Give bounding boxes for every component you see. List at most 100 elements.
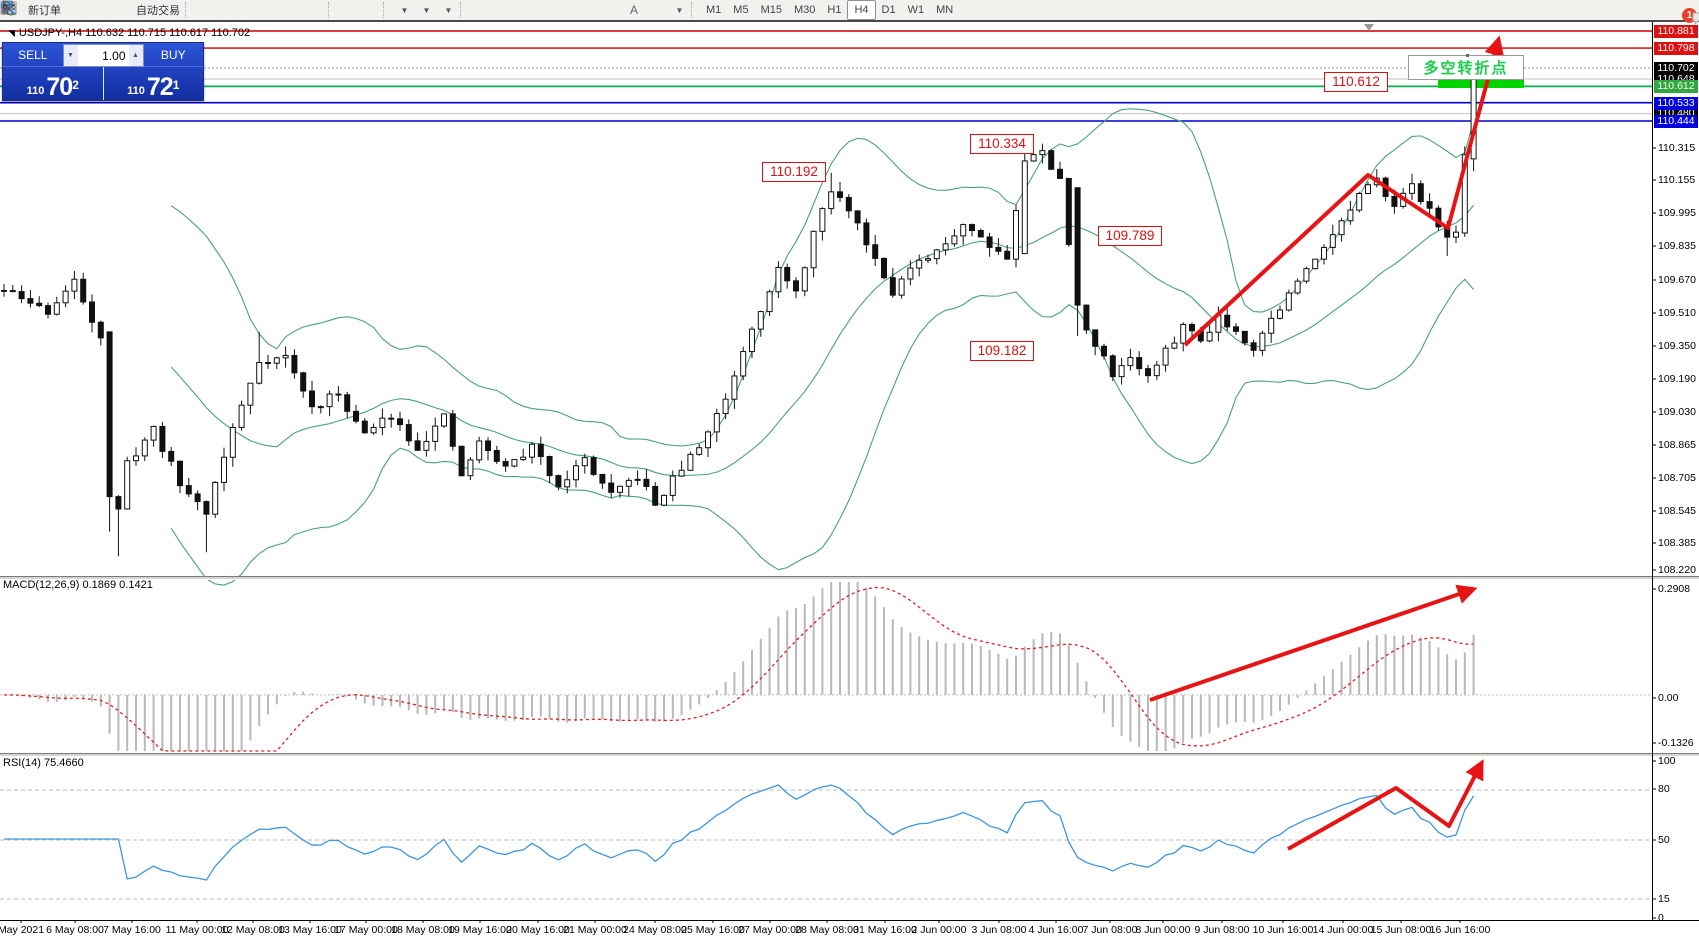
- time-label: 20 May 16:00: [506, 924, 570, 936]
- price-tick-108.220: 108.220: [1658, 564, 1696, 576]
- time-label: 9 Jun 08:00: [1194, 924, 1250, 936]
- turning-point-label[interactable]: 多空转折点: [1408, 54, 1524, 80]
- time-label: 18 May 08:00: [391, 924, 455, 936]
- dropdown-caret: ▼: [422, 5, 431, 15]
- timeframe-m1[interactable]: M1: [706, 4, 722, 16]
- rsi-axis-15: 15: [1658, 893, 1670, 905]
- price-tick-108.385: 108.385: [1658, 537, 1696, 549]
- price-annotation-110.612[interactable]: 110.612: [1324, 72, 1388, 92]
- timeframe-mn[interactable]: MN: [936, 4, 954, 16]
- time-label: 31 May 16:00: [853, 924, 917, 936]
- timeframe-d1[interactable]: D1: [881, 4, 896, 16]
- price-tick-109.510: 109.510: [1658, 307, 1696, 319]
- volume-input[interactable]: [77, 47, 129, 64]
- price-badge-110.444: 110.444: [1654, 114, 1698, 128]
- sell-price-sup: 2: [72, 78, 79, 92]
- price-annotation-109.182[interactable]: 109.182: [970, 341, 1034, 361]
- buy-price-sup: 1: [172, 78, 180, 92]
- price-badge-110.702: 110.702: [1654, 61, 1698, 75]
- toolbar-grip: [328, 2, 335, 18]
- price-badge-110.612: 110.612: [1654, 79, 1698, 93]
- price-tick-109.670: 109.670: [1658, 274, 1696, 286]
- dropdown-caret: ▼: [675, 5, 684, 15]
- rsi-axis-0: 0: [1658, 912, 1664, 924]
- price-badge-110.533: 110.533: [1654, 96, 1698, 110]
- time-label: 21 May 00:00: [563, 924, 627, 936]
- price-tick-109.190: 109.190: [1658, 373, 1696, 385]
- time-label: 6 May 08:00: [46, 924, 104, 936]
- turning-point-text: 多空转折点: [1423, 60, 1509, 77]
- toolbar-grip: [185, 2, 192, 18]
- sell-price-main: 70: [46, 73, 73, 101]
- time-label: May 2021: [0, 924, 45, 936]
- new-order-label: 新订单: [28, 5, 61, 17]
- svg-text:T: T: [5, 3, 11, 13]
- timeframe-m15[interactable]: M15: [760, 4, 782, 16]
- dropdown-caret: ▼: [400, 5, 409, 15]
- time-label: 14 Jun 00:00: [1312, 924, 1374, 936]
- main-toolbar: 新订单 自动交易 ▼ ▼ ▼ E F A T ▼ M1M5M15M30H1H4D…: [0, 0, 1699, 26]
- time-label: 3 Jun 08:00: [971, 924, 1027, 936]
- price-annotation-110.334[interactable]: 110.334: [970, 134, 1034, 154]
- sell-button[interactable]: SELL: [18, 47, 48, 62]
- price-annotation-109.789[interactable]: 109.789: [1098, 226, 1162, 246]
- time-label: 7 May 16:00: [103, 924, 161, 936]
- time-label: 28 May 08:00: [795, 924, 859, 936]
- toolbar-grip: [383, 2, 390, 18]
- sell-price[interactable]: 110 70 2: [3, 67, 104, 100]
- rsi-axis-80: 80: [1658, 783, 1670, 795]
- rsi-label: RSI(14) 75.4660: [3, 757, 84, 769]
- price-tick-109.030: 109.030: [1658, 406, 1696, 418]
- timeframe-w1[interactable]: W1: [907, 4, 925, 16]
- price-tick-108.705: 108.705: [1658, 472, 1696, 484]
- timeframe-h1[interactable]: H1: [827, 4, 842, 16]
- time-label: 13 May 16:00: [278, 924, 342, 936]
- timeframe-h4[interactable]: H4: [847, 0, 876, 20]
- price-tick-109.350: 109.350: [1658, 340, 1696, 352]
- price-tick-108.865: 108.865: [1658, 439, 1696, 451]
- chart-window-icon: ◥: [8, 28, 15, 38]
- toolbar-grip: [691, 2, 698, 18]
- toolbar-grip: [460, 2, 467, 18]
- arrows-tool-button[interactable]: ▼: [2, 0, 689, 20]
- price-annotation-110.192[interactable]: 110.192: [762, 162, 826, 182]
- macd-axis-0.2908: 0.2908: [1658, 583, 1691, 595]
- dropdown-caret: ▼: [444, 5, 453, 15]
- time-label: 19 May 16:00: [448, 924, 512, 936]
- timeframe-m30[interactable]: M30: [793, 4, 816, 16]
- buy-price-int: 110: [127, 85, 145, 97]
- macd-axis--0.1326: -0.1326: [1658, 737, 1694, 749]
- rsi-axis-50: 50: [1658, 834, 1670, 846]
- price-badge-110.798: 110.798: [1654, 41, 1698, 55]
- price-tick-109.835: 109.835: [1658, 240, 1696, 252]
- time-label: 4 Jun 16:00: [1028, 924, 1084, 936]
- macd-axis-0.00: 0.00: [1658, 692, 1679, 704]
- time-label: 17 May 00:00: [334, 924, 398, 936]
- time-label: 7 Jun 08:00: [1082, 924, 1138, 936]
- text-tool-button[interactable]: A: [623, 0, 645, 20]
- buy-price[interactable]: 110 72 1: [104, 67, 204, 100]
- volume-down-button[interactable]: ▼: [63, 45, 78, 66]
- buy-button[interactable]: BUY: [160, 47, 186, 62]
- autotrading-label: 自动交易: [136, 5, 180, 17]
- price-tick-110.155: 110.155: [1658, 174, 1696, 186]
- rsi-axis-100: 100: [1658, 755, 1676, 767]
- time-label: 8 Jun 00:00: [1135, 924, 1191, 936]
- timeframe-toolbar: M1 M5 M15 M30 H1 H4 D1 W1 MN: [700, 0, 959, 20]
- chart-title: ◥ USDJPY-,H4 110.632 110.715 110.617 110.…: [8, 27, 251, 39]
- time-label: 10 Jun 16:00: [1252, 924, 1314, 936]
- price-tick-108.545: 108.545: [1658, 505, 1696, 517]
- time-label: 2 Jun 00:00: [911, 924, 967, 936]
- price-tick-109.995: 109.995: [1658, 207, 1696, 219]
- volume-up-button[interactable]: ▲: [128, 45, 143, 66]
- time-label: 16 Jun 16:00: [1429, 924, 1491, 936]
- volume-stepper: ▼ ▲: [62, 44, 144, 67]
- time-label: 11 May 00:00: [165, 924, 229, 936]
- timeframe-m5[interactable]: M5: [733, 4, 749, 16]
- time-label: 27 May 00:00: [738, 924, 802, 936]
- time-label: 15 Jun 08:00: [1370, 924, 1432, 936]
- time-label: 25 May 16:00: [681, 924, 745, 936]
